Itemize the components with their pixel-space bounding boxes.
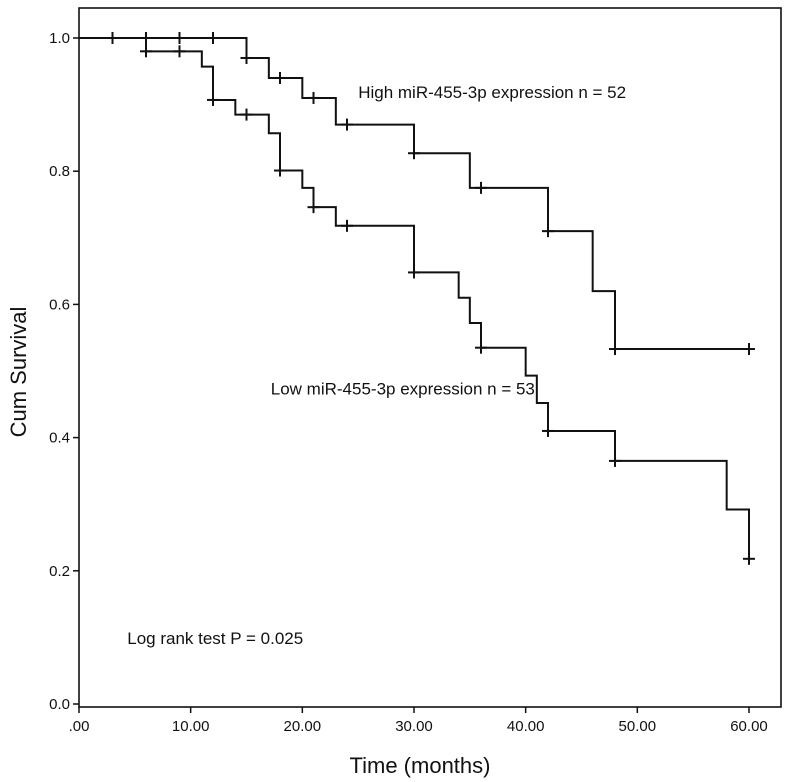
x-tick-label: .00	[69, 718, 90, 735]
x-tick-label: 60.00	[730, 718, 768, 735]
y-tick-label: 0.2	[49, 563, 70, 580]
x-tick-label: 50.00	[619, 718, 657, 735]
y-tick-label: 0.4	[49, 430, 70, 447]
y-tick-label: 0.6	[49, 296, 70, 313]
y-axis: 0.0 0.2 0.4 0.6 0.8 1.0	[49, 30, 79, 713]
y-tick-label: 1.0	[49, 30, 70, 47]
plot-frame	[78, 7, 782, 708]
x-tick-label: 20.00	[284, 718, 322, 735]
y-tick-label: 0.8	[49, 163, 70, 180]
log-rank-label: Log rank test P = 0.025	[127, 629, 303, 648]
y-axis-title: Cum Survival	[6, 307, 31, 438]
x-axis-title: Time (months)	[350, 753, 491, 778]
annotations: High miR-455-3p expression n = 52 Low miR…	[127, 83, 626, 648]
survival-step-line	[79, 37, 749, 351]
survival-step-line	[79, 37, 750, 559]
x-axis: .00 10.00 20.00 30.00 40.00 50.00 60.00	[69, 707, 768, 735]
series-low-expression	[79, 37, 755, 565]
series-high-expression	[79, 32, 755, 356]
survival-curves	[79, 32, 755, 565]
low-group-label: Low miR-455-3p expression n = 53	[271, 379, 535, 398]
x-tick-label: 10.00	[172, 718, 210, 735]
y-tick-label: 0.0	[49, 696, 70, 713]
high-group-label: High miR-455-3p expression n = 52	[358, 83, 626, 102]
x-tick-label: 30.00	[395, 718, 433, 735]
x-tick-label: 40.00	[507, 718, 545, 735]
